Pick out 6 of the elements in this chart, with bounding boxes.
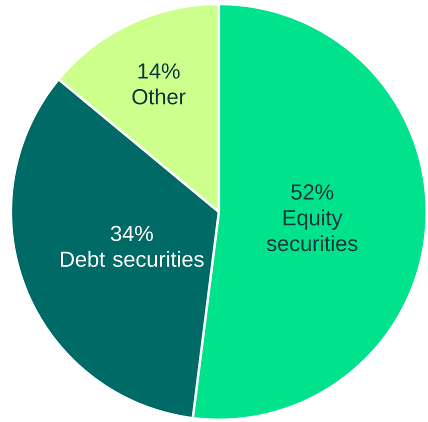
data-label: 14%	[138, 64, 180, 79]
data-label: 52%	[291, 184, 334, 200]
data-label: 34%	[110, 226, 153, 242]
slice-label: Debt securities	[60, 251, 204, 268]
slice-label: Other	[132, 88, 186, 105]
slice-label: Equity securities	[266, 210, 358, 252]
